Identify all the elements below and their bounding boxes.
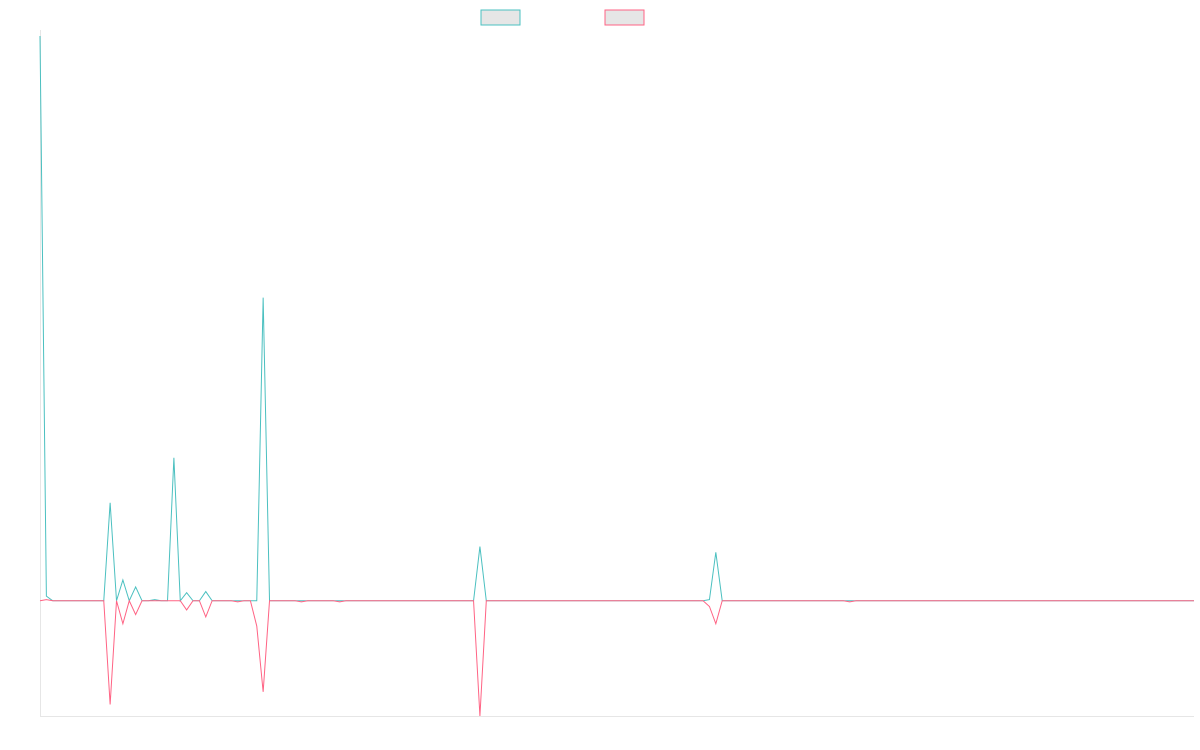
legend-swatch-series-1[interactable]: [480, 9, 521, 26]
legend: [480, 9, 645, 26]
legend-swatch-series-2[interactable]: [604, 9, 645, 26]
series-layer: [39, 35, 1194, 717]
plot-area: [39, 30, 1194, 717]
series-line-2: [39, 599, 1194, 717]
series-line-1: [39, 35, 1194, 603]
